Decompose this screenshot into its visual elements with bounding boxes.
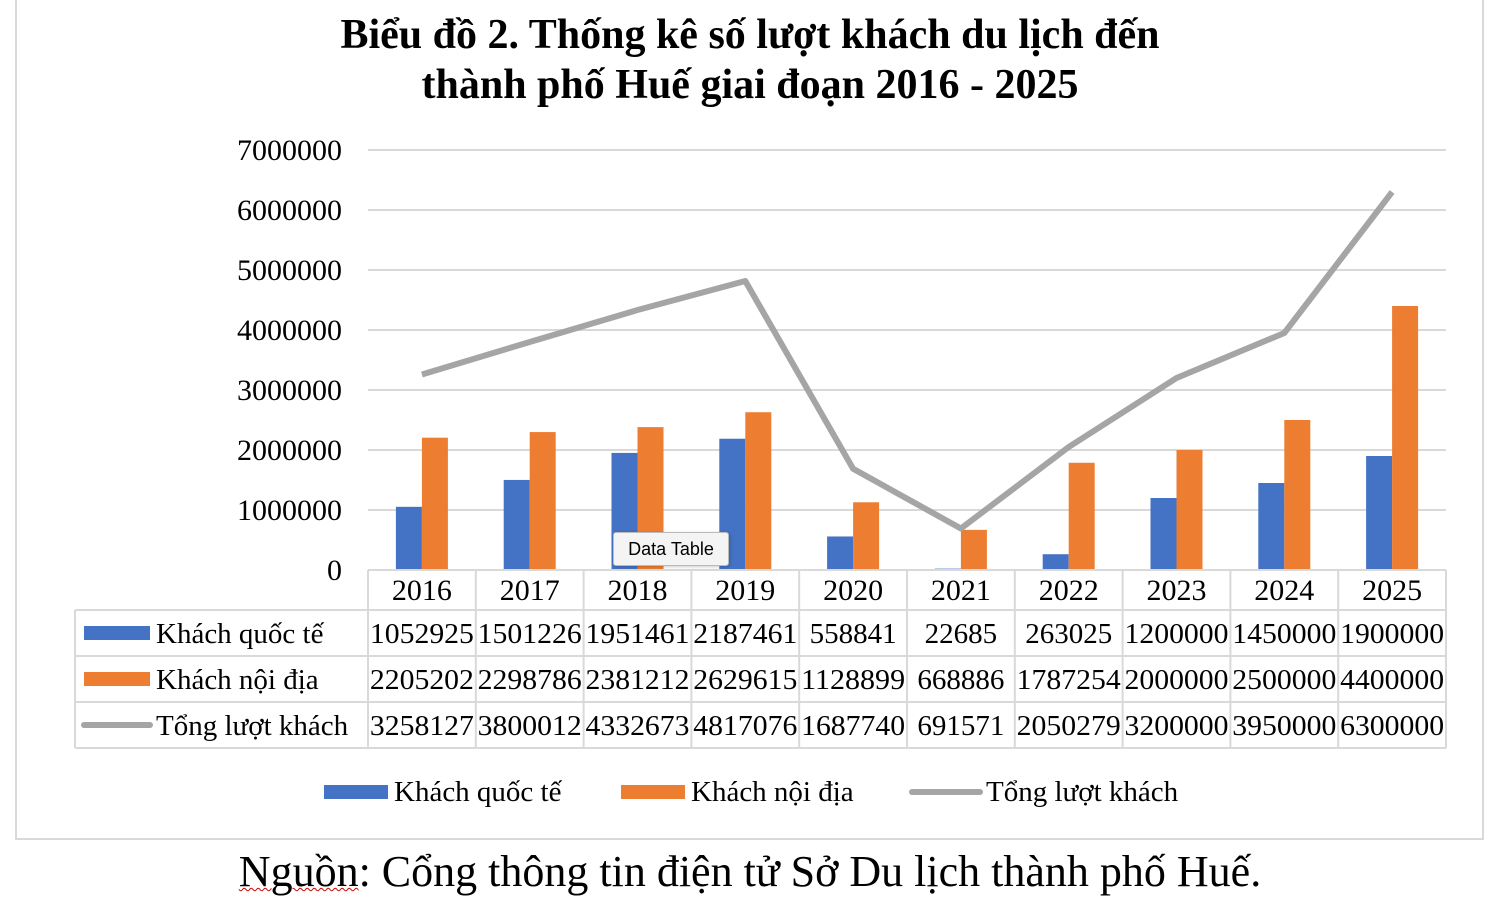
y-tick-label: 2000000: [237, 434, 342, 467]
table-cell: 1128899: [801, 664, 905, 696]
table-cell: 22685: [925, 618, 998, 650]
table-cell: 2050279: [1017, 710, 1121, 742]
y-tick-label: 0: [327, 554, 342, 587]
table-cell: 668886: [917, 664, 1004, 696]
table-cell: 691571: [917, 710, 1004, 742]
bar-domestic: [1392, 306, 1419, 570]
table-row-label: Tổng lượt khách: [156, 710, 349, 742]
bar-domestic: [960, 529, 987, 570]
line-total: [421, 190, 1395, 532]
legend-label: Khách nội địa: [691, 776, 854, 808]
y-tick-label: 5000000: [237, 254, 342, 287]
bar-international: [1042, 554, 1069, 570]
y-tick-label: 7000000: [237, 134, 342, 167]
bar-international: [1258, 483, 1285, 570]
y-tick-label: 6000000: [237, 194, 342, 227]
x-tick-label: 2016: [392, 574, 452, 607]
legend-key: [621, 785, 685, 799]
table-cell: 1450000: [1232, 618, 1336, 650]
table-cell: 2629615: [693, 664, 797, 696]
table-cell: 1951461: [586, 618, 690, 650]
bar-domestic: [1068, 462, 1095, 570]
legend-label: Khách quốc tế: [394, 776, 563, 808]
table-cell: 1200000: [1125, 618, 1229, 650]
bar-domestic: [1284, 420, 1311, 570]
x-tick-label: 2024: [1254, 574, 1314, 607]
table-cell: 1052925: [370, 618, 474, 650]
bar-international: [827, 536, 854, 570]
x-tick-label: 2023: [1147, 574, 1207, 607]
bar-domestic: [745, 412, 772, 570]
bar-domestic: [853, 502, 880, 570]
bar-international: [1366, 456, 1393, 570]
table-cell: 2000000: [1125, 664, 1229, 696]
table-cell: 4400000: [1340, 664, 1444, 696]
table-cell: 263025: [1025, 618, 1112, 650]
x-tick-label: 2021: [931, 574, 991, 607]
legend-key: [324, 785, 388, 799]
table-legend-key: [84, 672, 150, 686]
x-tick-label: 2018: [608, 574, 668, 607]
source-text: : Cổng thông tin điện tử Sở Du lịch thàn…: [358, 847, 1262, 896]
table-cell: 4332673: [586, 710, 690, 742]
legend-label: Tổng lượt khách: [986, 776, 1179, 808]
table-cell: 1787254: [1017, 664, 1122, 696]
table-cell: 6300000: [1340, 710, 1444, 742]
x-tick-label: 2017: [500, 574, 560, 607]
bar-domestic: [1176, 450, 1203, 570]
table-cell: 2187461: [693, 618, 797, 650]
x-tick-label: 2025: [1362, 574, 1422, 607]
x-tick-label: 2022: [1039, 574, 1099, 607]
table-cell: 4817076: [693, 710, 797, 742]
data-table-tooltip: Data Table: [613, 532, 729, 566]
chart-title: thành phố Huế giai đoạn 2016 - 2025: [422, 62, 1079, 108]
table-row-label: Khách nội địa: [156, 664, 319, 696]
table-cell: 558841: [810, 618, 897, 650]
table-cell: 1687740: [801, 710, 905, 742]
table-cell: 2298786: [478, 664, 582, 696]
table-cell: 3258127: [370, 710, 474, 742]
table-cell: 1501226: [478, 618, 582, 650]
table-cell: 2500000: [1232, 664, 1336, 696]
y-tick-label: 4000000: [237, 314, 342, 347]
source-prefix: Nguồn: [238, 847, 359, 896]
y-tick-label: 3000000: [237, 374, 342, 407]
table-cell: 2205202: [370, 664, 474, 696]
bar-international: [1150, 498, 1177, 570]
table-cell: 2381212: [586, 664, 690, 696]
table-cell: 1900000: [1340, 618, 1444, 650]
table-legend-key: [84, 626, 150, 640]
y-tick-label: 1000000: [237, 494, 342, 527]
bar-international: [503, 479, 530, 570]
table-cell: 3800012: [478, 710, 582, 742]
chart-frame: [15, 0, 1484, 840]
x-tick-label: 2020: [823, 574, 883, 607]
chart-title: Biểu đồ 2. Thống kê số lượt khách du lịc…: [340, 12, 1159, 58]
table-row-label: Khách quốc tế: [156, 618, 325, 650]
bar-international: [395, 506, 422, 570]
chart: Biểu đồ 2. Thống kê số lượt khách du lịc…: [74, 12, 1447, 808]
bar-domestic: [421, 437, 448, 570]
source-caption: Nguồn: Cổng thông tin điện tử Sở Du lịch…: [0, 846, 1500, 897]
bar-domestic: [529, 432, 556, 570]
x-tick-label: 2019: [715, 574, 775, 607]
table-cell: 3950000: [1232, 710, 1336, 742]
table-cell: 3200000: [1125, 710, 1229, 742]
